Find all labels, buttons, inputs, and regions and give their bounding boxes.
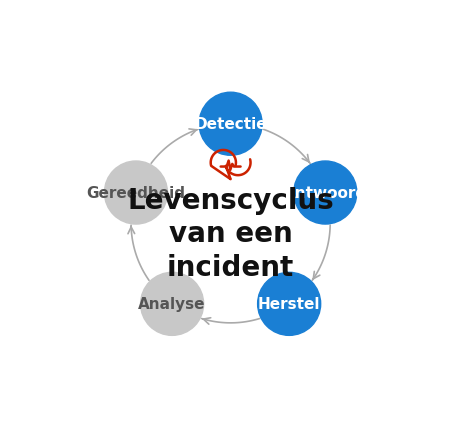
Circle shape: [140, 273, 204, 335]
Text: Levenscyclus
van een
incident: Levenscyclus van een incident: [127, 186, 334, 281]
Circle shape: [294, 162, 357, 224]
Circle shape: [104, 162, 167, 224]
Text: Detectie: Detectie: [194, 117, 267, 132]
Circle shape: [257, 273, 321, 335]
Text: Gereedheid: Gereedheid: [86, 186, 185, 200]
Circle shape: [199, 93, 262, 156]
Text: Antwoord: Antwoord: [284, 186, 367, 200]
Text: Herstel: Herstel: [258, 297, 320, 312]
Text: Analyse: Analyse: [138, 297, 206, 312]
